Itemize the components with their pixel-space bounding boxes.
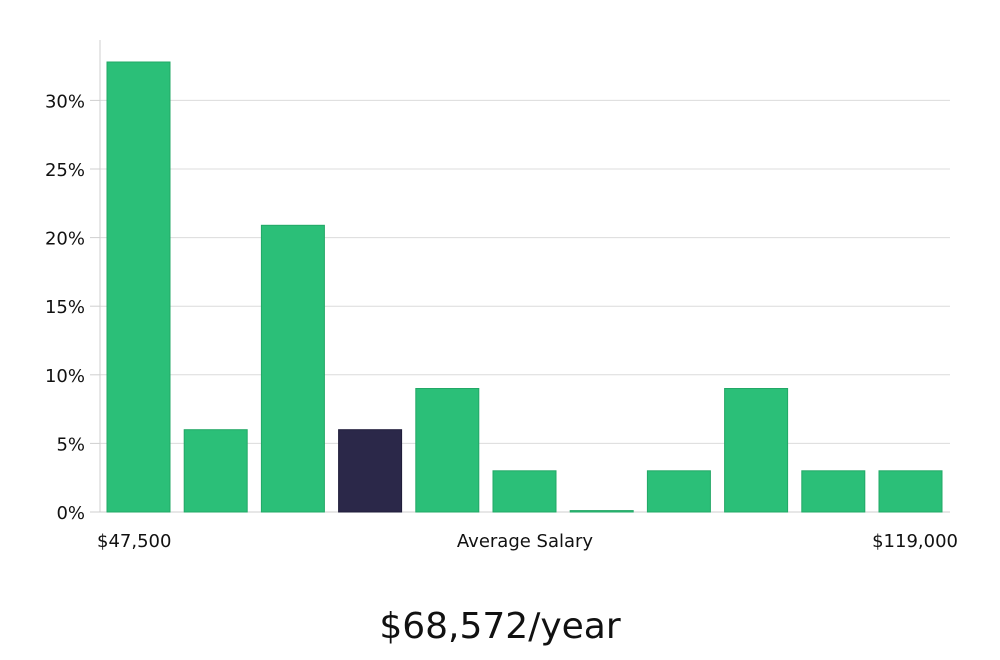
bar	[183, 429, 248, 513]
y-tick-label: 20%	[45, 229, 85, 250]
y-tick-label: 15%	[45, 297, 85, 318]
bar	[260, 224, 325, 513]
y-tick-label: 5%	[56, 434, 85, 455]
y-tick-labels: 0% 5% 10% 15% 20% 25% 30%	[45, 91, 100, 524]
bar	[106, 61, 171, 513]
bar	[415, 388, 480, 513]
bar	[801, 470, 866, 513]
bar	[492, 470, 557, 513]
average-salary-headline: $68,572/year	[379, 606, 621, 647]
x-start-label: $47,500	[97, 531, 171, 552]
bar	[569, 510, 634, 513]
x-axis-title: Average Salary	[457, 531, 594, 552]
bars	[106, 61, 943, 513]
y-tick-label: 30%	[45, 91, 85, 112]
bar	[724, 388, 789, 513]
bar-highlighted	[338, 429, 403, 513]
x-end-label: $119,000	[872, 531, 958, 552]
bar	[878, 470, 943, 513]
grid-lines	[100, 99, 950, 444]
salary-histogram: 0% 5% 10% 15% 20% 25% 30% $47,500 Average Sala…	[45, 40, 958, 552]
y-tick-label: 10%	[45, 366, 85, 387]
y-tick-label: 0%	[56, 503, 85, 524]
y-tick-label: 25%	[45, 160, 85, 181]
bar	[646, 470, 711, 513]
